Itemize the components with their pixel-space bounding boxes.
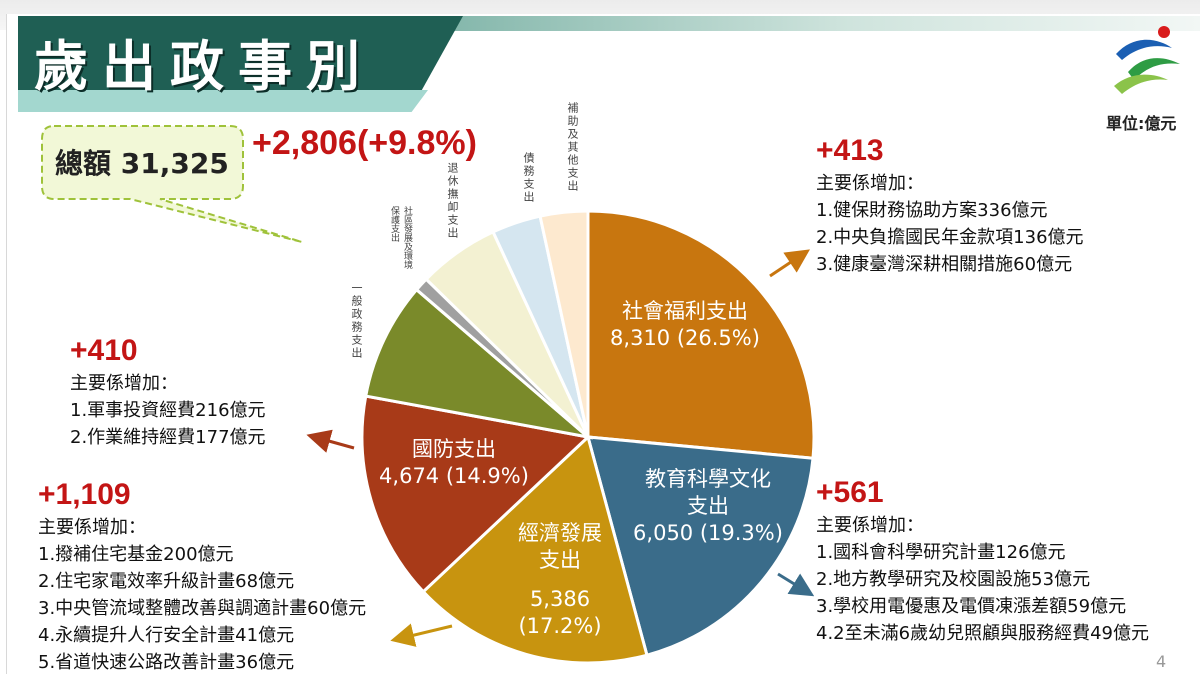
pie-slice-general: [363, 287, 594, 440]
general-affairs-label: 一般政務支出: [350, 282, 363, 360]
unit-label: 單位:億元: [1106, 114, 1177, 133]
economic-item-5: 5.省道快速公路改善計畫36億元: [38, 652, 295, 673]
education-label: 教育科學文化 支出 6,050 (19.3%): [618, 466, 798, 547]
defense-arrow: [306, 429, 355, 453]
defense-heading: 主要係增加：: [70, 373, 178, 394]
pie-slice-education: [585, 435, 815, 658]
economic-value-line2: (17.2%): [518, 614, 602, 638]
slide-left-border: [6, 14, 7, 674]
social-item-1: 1.健保財務協助方案336億元: [816, 200, 1048, 221]
economic-item-3: 3.中央管流域整體改善與調適計畫60億元: [38, 598, 367, 619]
page-number: 4: [1156, 652, 1167, 671]
economic-item-4: 4.永續提升人行安全計畫41億元: [38, 625, 295, 646]
social-welfare-label: 社會福利支出 8,310 (26.5%): [600, 298, 770, 352]
defense-change: +410: [70, 334, 138, 367]
header-gradient-bar: [420, 16, 1200, 31]
community-env-label: 社區發展及環境保護支出: [389, 206, 412, 269]
education-item-1: 1.國科會科學研究計畫126億元: [816, 542, 1066, 563]
social-welfare-name: 社會福利支出: [622, 299, 748, 323]
education-item-2: 2.地方教學研究及校園設施53億元: [816, 569, 1091, 590]
economic-arrow: [390, 623, 453, 647]
title-banner-accent: [18, 90, 428, 112]
economic-label: 經濟發展 支出 5,386 (17.2%): [490, 520, 630, 640]
education-name-line2: 支出: [687, 494, 729, 518]
education-arrow: [777, 572, 815, 597]
emblem-logo-icon: [1114, 26, 1180, 94]
defense-name: 國防支出: [412, 437, 496, 461]
retirement-label: 退休撫卹支出: [446, 162, 459, 240]
social-arrow: [769, 249, 810, 278]
total-callout-bubble: [41, 125, 303, 243]
defense-item-2: 2.作業維持經費177億元: [70, 427, 266, 448]
defense-item-1: 1.軍事投資經費216億元: [70, 400, 266, 421]
education-heading: 主要係增加：: [816, 515, 924, 536]
education-change-block: +561 主要係增加： 1.國科會科學研究計畫126億元 2.地方教學研究及校園…: [816, 474, 1149, 647]
economic-item-2: 2.住宅家電效率升級計畫68億元: [38, 571, 295, 592]
education-name-line1: 教育科學文化: [645, 467, 771, 491]
pie-slice-defense: [360, 394, 592, 594]
social-heading: 主要係增加：: [816, 173, 924, 194]
economic-name-line1: 經濟發展: [518, 521, 602, 545]
economic-change-block: +1,109 主要係增加： 1.撥補住宅基金200億元 2.住宅家電效率升級計畫…: [38, 476, 366, 676]
pie-slice-economic: [421, 434, 649, 665]
social-welfare-value: 8,310 (26.5%): [610, 326, 760, 350]
social-change-block: +413 主要係增加： 1.健保財務協助方案336億元 2.中央負擔國民年金款項…: [816, 132, 1084, 278]
economic-change: +1,109: [38, 478, 131, 511]
total-amount: 總額 31,325: [55, 147, 229, 180]
pie-slice-other: [538, 209, 590, 438]
education-value: 6,050 (19.3%): [633, 521, 783, 545]
subsidy-other-label: 補助及其他支出: [566, 102, 579, 193]
defense-change-block: +410 主要係增加： 1.軍事投資經費216億元 2.作業維持經費177億元: [70, 332, 266, 451]
economic-name-line2: 支出: [539, 548, 581, 572]
education-item-3: 3.學校用電優惠及電價凍漲差額59億元: [816, 596, 1127, 617]
page-title: 歲出政事別: [34, 35, 374, 98]
social-item-3: 3.健康臺灣深耕相關措施60億元: [816, 254, 1073, 275]
education-change: +561: [816, 476, 884, 509]
social-item-2: 2.中央負擔國民年金款項136億元: [816, 227, 1084, 248]
social-change: +413: [816, 134, 884, 167]
economic-item-1: 1.撥補住宅基金200億元: [38, 544, 234, 565]
pie-slice-social: [586, 209, 816, 460]
defense-value: 4,674 (14.9%): [379, 464, 529, 488]
economic-heading: 主要係增加：: [38, 517, 146, 538]
education-item-4: 4.2至未滿6歲幼兒照顧與服務經費49億元: [816, 623, 1149, 644]
debt-label: 債務支出: [522, 152, 535, 204]
defense-label: 國防支出 4,674 (14.9%): [370, 436, 538, 490]
total-change: +2,806(+9.8%): [252, 124, 477, 162]
economic-value-line1: 5,386: [529, 587, 591, 611]
